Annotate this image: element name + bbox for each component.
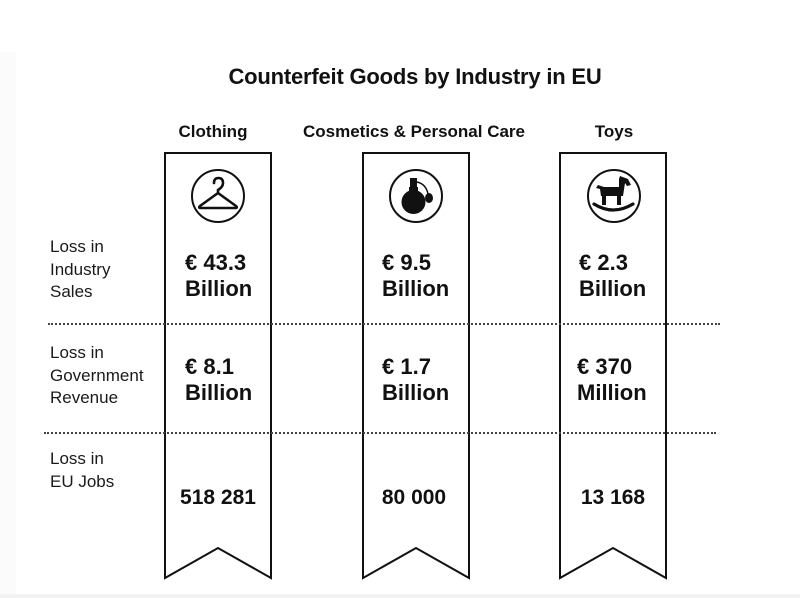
column-header-cosmetics: Cosmetics & Personal Care	[302, 122, 526, 141]
value-clothing-sales: € 43.3 Billion	[185, 250, 253, 301]
page-left-edge	[0, 52, 16, 598]
page-bottom-edge	[0, 594, 800, 598]
diagram-title: Counterfeit Goods by Industry in EU	[228, 64, 602, 89]
value-clothing-revenue: € 8.1 Billion	[185, 354, 253, 405]
ribbon-clothing	[164, 152, 272, 580]
page-background-top	[0, 0, 800, 52]
value-cosmetics-sales: € 9.5 Billion	[382, 250, 450, 301]
value-clothing-jobs: 518 281	[180, 486, 256, 509]
row-divider-2	[44, 432, 716, 434]
ribbon-cosmetics	[362, 152, 470, 580]
row-label-government-revenue: Loss in Government Revenue	[50, 343, 144, 407]
value-toys-jobs: 13 168	[580, 486, 646, 509]
value-cosmetics-revenue: € 1.7 Billion	[382, 354, 450, 405]
rocking-horse-icon	[586, 168, 642, 224]
column-header-toys: Toys	[594, 122, 634, 141]
perfume-bottle-icon	[388, 168, 444, 224]
row-label-industry-sales: Loss in Industry Sales	[50, 237, 111, 301]
value-cosmetics-jobs: 80 000	[381, 486, 447, 509]
column-header-clothing: Clothing	[178, 122, 248, 141]
value-toys-sales: € 2.3 Billion	[579, 250, 647, 301]
value-toys-revenue: € 370 Million	[577, 354, 647, 405]
ribbon-toys	[559, 152, 667, 580]
row-label-eu-jobs: Loss in EU Jobs	[50, 449, 115, 491]
hanger-icon	[190, 168, 246, 224]
row-divider-1	[48, 323, 720, 325]
